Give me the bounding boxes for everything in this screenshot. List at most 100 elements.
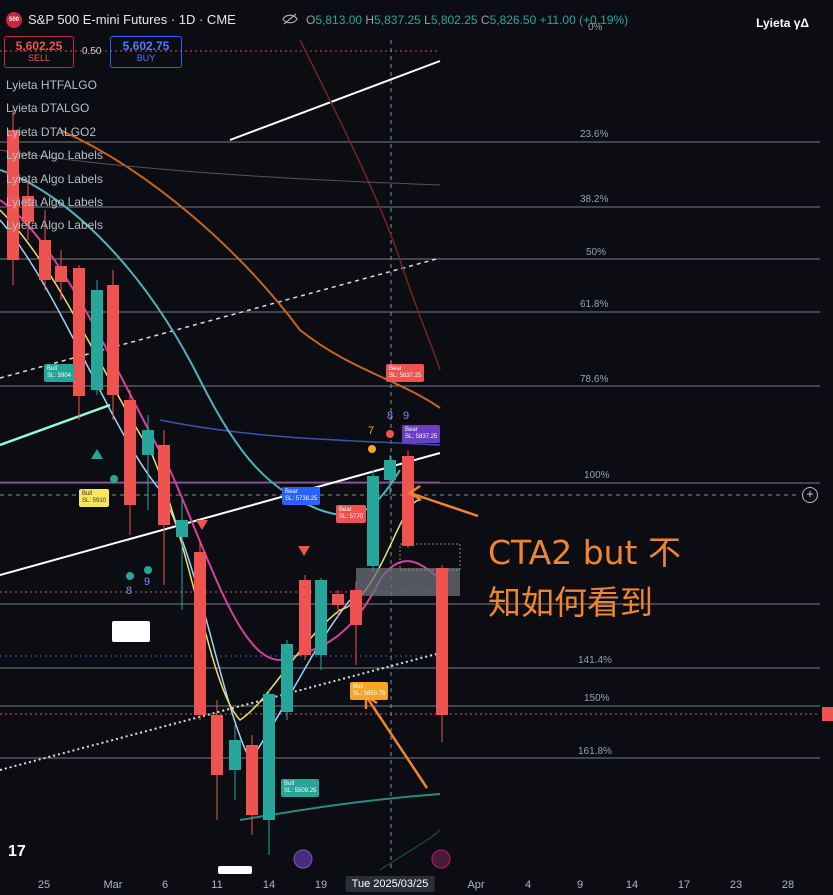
indicator-item[interactable]: Lyieta Algo Labels <box>6 171 103 186</box>
indicator-item[interactable]: Lyieta Algo Labels <box>6 218 103 233</box>
label-sl: SL: 5904 <box>47 373 72 379</box>
candle-body <box>22 196 34 222</box>
indicator-list: Lyieta HTFALGO Lyieta DTALGO Lyieta DTAL… <box>6 78 103 242</box>
brand-label: Lyieta γΔ <box>756 16 809 30</box>
price-axis[interactable] <box>826 0 833 872</box>
annotation-line-2: 知如何看到 <box>488 583 653 622</box>
symbol-badge[interactable]: 500 <box>6 12 22 28</box>
candle-body <box>39 240 51 280</box>
high-value: 5,837.25 <box>374 13 421 27</box>
white-label-box <box>112 621 150 642</box>
label-sl: SL: 5738.25 <box>285 496 318 502</box>
candle-body <box>73 268 85 396</box>
spread-value: 0.50 <box>82 46 102 57</box>
high-label: H <box>365 13 375 27</box>
candle-body <box>384 460 396 480</box>
candle-body <box>263 694 275 820</box>
ma-teal <box>239 793 441 821</box>
label-bull-3: Bull SL: 5509.25 <box>281 779 320 797</box>
open-label: O <box>306 13 316 27</box>
sell-label: SELL <box>27 53 51 63</box>
fib-label-161.8: 161.8% <box>578 746 612 757</box>
ma-darkred <box>299 39 441 371</box>
count-8: 8 <box>387 410 394 422</box>
symbol-title[interactable]: S&P 500 E-mini Futures · 1D · CME <box>28 12 236 27</box>
time-axis[interactable]: 25 Mar 6 11 14 19 Tue 2025/03/25 Apr 4 9… <box>0 872 833 895</box>
chart-header: 500 S&P 500 E-mini Futures · 1D · CME O5… <box>0 0 833 40</box>
eye-hidden-icon[interactable] <box>282 12 298 26</box>
label-title: Bull <box>284 781 295 787</box>
add-alert-plus-icon[interactable]: + <box>802 487 818 503</box>
indicator-item[interactable]: Lyieta Algo Labels <box>6 194 103 209</box>
low-label: L <box>424 13 431 27</box>
x-tick: 14 <box>262 879 276 891</box>
label-sl: SL: 5837.25 <box>405 434 438 440</box>
dot-marker-red <box>386 430 394 438</box>
candle-body <box>281 644 293 712</box>
x-tick-current: Tue 2025/03/25 <box>345 876 435 892</box>
annotation-arrows <box>364 484 479 789</box>
candle-body <box>350 590 362 625</box>
dot-marker-orange <box>368 445 376 453</box>
sell-button[interactable]: 5,602.25 SELL <box>4 36 74 68</box>
ma-mint <box>0 403 111 447</box>
dot-marker-green <box>144 566 152 574</box>
count-7: 7 <box>368 425 375 437</box>
candle-body <box>194 552 206 715</box>
sell-price: 5,602.25 <box>15 39 63 53</box>
candle-body <box>299 580 311 655</box>
x-tick: 19 <box>314 879 328 891</box>
candle-body <box>55 266 67 282</box>
x-tick: 25 <box>37 879 51 891</box>
candle-body <box>7 130 19 260</box>
change-value: +11.00 (+0.19%) <box>539 13 629 27</box>
count-9b: 9 <box>144 576 151 588</box>
label-sl: SL: 5770 <box>339 514 364 520</box>
candle-body <box>332 594 344 605</box>
label-bear-4: Bear SL: 5738.25 <box>282 487 321 505</box>
ma-gray <box>0 149 441 186</box>
fib-label-61.8: 61.8% <box>580 299 609 310</box>
candle-body <box>158 445 170 525</box>
buy-button[interactable]: 5,602.75 BUY <box>110 36 182 68</box>
indicator-item[interactable]: Lyieta HTFALGO <box>6 78 97 92</box>
buy-price: 5,602.75 <box>122 39 170 53</box>
open-value: 5,813.00 <box>315 13 363 27</box>
close-value: 5,826.50 <box>489 13 537 27</box>
indicator-item[interactable]: Lyieta DTALGO <box>6 101 90 116</box>
indicator-item[interactable]: Lyieta DTALGO2 <box>6 124 97 139</box>
label-sl: SL: 5837.25 <box>389 373 422 379</box>
label-title: Bear <box>285 489 298 495</box>
label-title: Bull <box>82 491 93 497</box>
count-8b: 8 <box>126 585 133 597</box>
replay-icon[interactable] <box>293 849 313 869</box>
fib-label-23.6: 23.6% <box>580 129 609 140</box>
candle-body <box>124 400 136 505</box>
candle-body <box>176 520 188 537</box>
annotation-line-1: CTA2 but 不 <box>488 533 681 572</box>
low-value: 5,802.25 <box>430 13 478 27</box>
triangle-down-marker <box>298 546 310 556</box>
candle-body <box>402 456 414 546</box>
dot-marker-green <box>110 475 118 483</box>
label-bull-2: Bull SL: 5650.75 <box>350 682 389 700</box>
ma-yellow <box>0 209 421 721</box>
candle-body <box>211 715 223 775</box>
indicator-item[interactable]: Lyieta Algo Labels <box>6 148 103 163</box>
x-tick: Apr <box>467 879 485 891</box>
label-sl: SL: 5650.75 <box>353 691 386 697</box>
x-tick: 17 <box>677 879 691 891</box>
fib-lines <box>0 141 820 759</box>
lightning-icon[interactable] <box>431 849 451 869</box>
candle-body <box>91 290 103 390</box>
fib-label-0: 0% <box>588 22 603 33</box>
candle-body <box>246 745 258 815</box>
x-tick: 11 <box>211 879 223 891</box>
fib-label-78.6: 78.6% <box>580 374 609 385</box>
triangle-up-marker <box>91 449 103 459</box>
label-title: Bull <box>353 684 364 690</box>
tradingview-logo[interactable]: 17 <box>8 843 26 860</box>
x-tick: 14 <box>625 879 639 891</box>
label-bear-3: Bear SL: 5770 <box>336 505 367 523</box>
